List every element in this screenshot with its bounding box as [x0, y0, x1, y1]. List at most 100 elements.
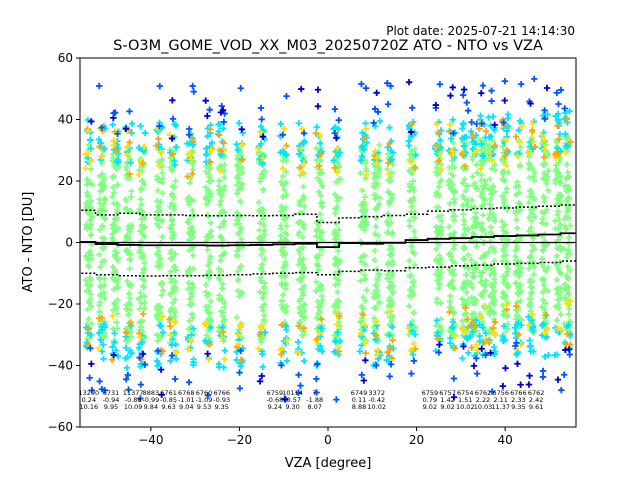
data-point — [389, 229, 396, 236]
data-point — [450, 172, 457, 179]
data-point — [137, 122, 144, 130]
data-point — [168, 247, 175, 254]
data-point — [278, 344, 286, 352]
data-point — [155, 252, 162, 259]
data-point — [126, 257, 133, 264]
data-point — [387, 345, 394, 352]
data-point — [159, 313, 166, 320]
data-point — [525, 381, 533, 388]
data-point — [384, 166, 391, 173]
x-tick-label: −40 — [138, 433, 163, 447]
data-point — [331, 130, 339, 137]
data-point — [463, 288, 470, 295]
data-point — [98, 124, 105, 131]
data-point — [462, 163, 469, 170]
data-point — [373, 332, 380, 339]
data-point — [371, 314, 378, 321]
data-point — [330, 125, 337, 133]
data-point — [294, 338, 302, 346]
data-point — [408, 121, 416, 128]
stats-std: 9.84 — [144, 403, 158, 411]
data-point — [109, 157, 116, 164]
data-point — [295, 322, 302, 330]
data-point — [331, 227, 338, 234]
data-point — [237, 85, 244, 92]
data-point — [553, 276, 560, 283]
data-point — [433, 317, 440, 324]
data-point — [335, 280, 342, 287]
data-point — [434, 335, 441, 342]
data-point — [172, 286, 179, 293]
data-point — [374, 154, 381, 162]
data-point — [437, 260, 444, 267]
data-point — [384, 348, 391, 356]
data-point — [298, 219, 305, 226]
data-point — [451, 271, 458, 278]
data-point — [153, 173, 160, 180]
data-point — [447, 135, 455, 142]
data-point — [435, 349, 443, 356]
data-point — [451, 164, 458, 171]
data-point — [283, 337, 291, 344]
data-point — [468, 196, 475, 203]
y-tick-label: 40 — [58, 113, 73, 127]
data-point — [204, 246, 211, 253]
data-point — [435, 214, 442, 221]
data-point — [206, 309, 213, 316]
data-point — [233, 141, 240, 148]
y-tick-label: −20 — [48, 297, 73, 311]
data-point — [125, 311, 132, 318]
data-point — [406, 292, 413, 299]
data-point — [357, 277, 364, 284]
data-point — [359, 142, 366, 149]
data-point — [386, 373, 393, 380]
data-point — [138, 201, 145, 208]
data-point — [206, 165, 213, 172]
data-point — [388, 219, 395, 226]
data-point — [166, 316, 173, 323]
data-point — [491, 248, 498, 255]
data-point — [84, 225, 91, 232]
data-point — [562, 281, 569, 288]
data-point — [203, 320, 210, 327]
data-point — [448, 234, 455, 241]
data-point — [460, 255, 467, 262]
data-point — [172, 355, 180, 363]
data-point — [159, 190, 166, 197]
data-point — [384, 218, 391, 225]
data-point — [96, 196, 103, 203]
data-point — [186, 140, 193, 147]
data-point — [158, 391, 165, 398]
data-point — [387, 252, 394, 259]
data-point — [98, 348, 106, 355]
data-point — [281, 281, 288, 288]
data-point — [370, 119, 377, 127]
data-point — [410, 340, 417, 348]
stats-std: 10.02 — [456, 403, 475, 411]
data-point — [186, 247, 193, 254]
data-point — [461, 281, 468, 288]
data-point — [315, 188, 322, 195]
data-point — [237, 347, 244, 354]
data-point — [260, 170, 267, 177]
data-point — [331, 191, 338, 198]
data-point — [363, 139, 370, 146]
data-point — [313, 124, 320, 131]
data-point — [318, 348, 326, 355]
data-point — [332, 337, 339, 344]
data-point — [332, 205, 339, 212]
y-tick-label: 0 — [65, 236, 73, 250]
data-point — [313, 288, 320, 295]
data-point — [113, 305, 120, 312]
data-point — [459, 355, 466, 362]
data-point — [257, 104, 265, 112]
data-point — [137, 334, 144, 341]
data-point — [207, 298, 214, 305]
data-point — [300, 292, 307, 299]
data-point — [331, 164, 339, 172]
data-point — [279, 165, 286, 172]
data-point — [258, 116, 265, 123]
data-point — [217, 147, 224, 155]
data-point — [187, 155, 195, 163]
data-point — [436, 341, 443, 348]
